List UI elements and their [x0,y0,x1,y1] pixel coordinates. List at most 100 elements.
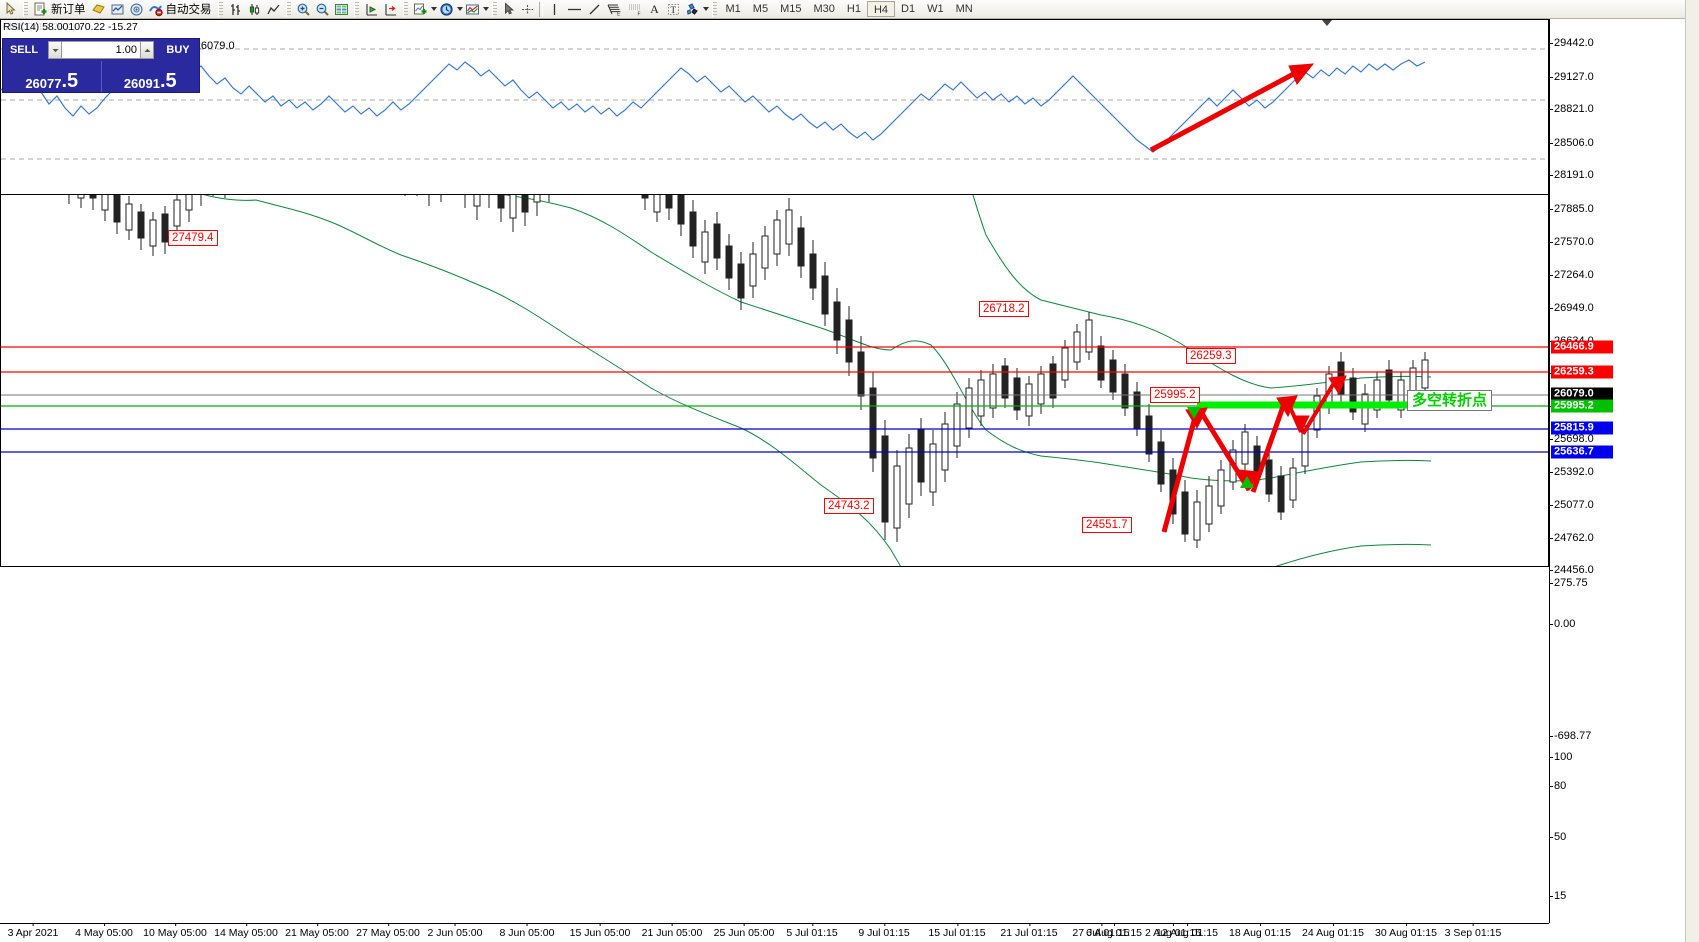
order-panel-top-row: SELL 1.00 BUY [3,39,199,61]
data-window-icon[interactable] [127,1,146,18]
text-label-icon[interactable]: A [650,1,659,16]
sell-price-button[interactable]: 26077.5 [3,61,102,92]
annotation-27479[interactable]: 27479.4 [168,230,218,246]
trendline-icon[interactable] [585,1,604,18]
rsi-tick-100: 100 [1548,751,1573,763]
price-tick-3: 28506.0 [1549,137,1594,149]
price-badge-26466[interactable]: 26466.9 [1551,340,1613,354]
zoom-in-icon[interactable] [294,1,313,18]
volume-decrement-button[interactable] [48,41,62,59]
sell-button-label[interactable]: SELL [9,44,39,56]
timeframe-h1[interactable]: H1 [846,3,861,15]
price-badge-25815[interactable]: 25815.9 [1551,421,1613,435]
expert-advisor-icon[interactable] [89,1,108,18]
price-badge-25995[interactable]: 25995.2 [1551,399,1613,413]
toolbar-grip-2[interactable] [217,1,223,17]
buy-button-label[interactable]: BUY [166,44,190,56]
bar-chart-icon[interactable] [226,1,245,18]
timeframe-mn[interactable]: MN [955,3,973,15]
svg-text:E: E [617,11,621,17]
new-order-icon[interactable]: 新订单 [31,1,89,18]
timeframe-w1[interactable]: W1 [927,3,944,15]
toolbar-grip-7[interactable] [711,1,717,17]
market-watch-icon[interactable] [108,1,127,18]
price-badge-26079-current[interactable]: 26079.0 [1551,387,1613,401]
line-chart-icon[interactable] [264,1,283,18]
price-tick-7: 27264.0 [1549,269,1594,281]
shapes-dropdown-caret[interactable] [702,7,709,11]
chart-shift-end-icon[interactable] [381,1,400,18]
rsi-chart-svg [1,48,1548,160]
timeframe-m15[interactable]: M15 [780,3,802,15]
price-badge-26259[interactable]: 26259.3 [1551,365,1613,379]
annotation-pivot-label-cn[interactable]: 多空转折点 [1407,390,1493,411]
one-click-trading-panel[interactable]: SELL 1.00 BUY 26077.5 26091.5 [2,38,200,93]
indicators-dropdown-caret[interactable] [430,7,437,11]
toolbar-grip-4[interactable] [353,1,359,17]
autotrading-icon[interactable]: 自动交易 [146,1,215,18]
annotation-24551[interactable]: 24551.7 [1082,517,1132,533]
time-label-10: 25 Jun 05:00 [713,923,775,939]
time-label-22: 3 Sep 01:15 [1444,923,1502,939]
time-label-14: 21 Jul 01:15 [1000,923,1058,939]
toolbar-grip-6[interactable] [491,1,497,17]
buy-price-decimal: .5 [159,70,177,92]
volume-stepper[interactable]: 1.00 [48,41,154,59]
macd-tick-bot: -698.77 [1548,730,1592,742]
toolbar-grip[interactable] [23,1,28,17]
price-axis[interactable]: 29442.0 29127.0 28821.0 28506.0 28191.0 … [1548,19,1699,923]
time-axis[interactable]: 3 Apr 2021 4 May 05:00 10 May 05:00 14 M… [0,923,1549,942]
timeframe-m5[interactable]: M5 [752,3,769,15]
timeframe-d1[interactable]: D1 [901,3,916,15]
volume-input[interactable]: 1.00 [62,41,140,59]
fibonacci-icon[interactable]: E [604,1,625,18]
time-label-13: 15 Jul 01:15 [928,923,986,939]
toolbar-grip-3[interactable] [285,1,291,17]
macd-tick-top: 275.75 [1549,577,1588,589]
channel-icon[interactable]: F [625,1,646,18]
order-panel-prices: 26077.5 26091.5 [3,61,199,92]
main-toolbar: 新订单 自动交易 [0,0,1699,19]
zoom-out-icon[interactable] [313,1,332,18]
chart-shift-icon[interactable] [332,1,351,18]
annotation-24743[interactable]: 24743.2 [824,498,874,514]
toolbar-grip-5[interactable] [402,1,408,17]
rsi-pane-label: RSI(14) 58.0010 [3,21,81,33]
shapes-icon[interactable] [683,1,702,18]
price-tick-8: 26949.0 [1549,302,1594,314]
auto-scroll-icon[interactable] [362,1,381,18]
horizontal-line-icon[interactable] [564,1,585,18]
text-box-icon[interactable]: T [664,1,683,18]
price-tick-15: 24762.0 [1549,532,1594,544]
annotation-26259[interactable]: 26259.3 [1186,348,1236,364]
chart-area[interactable]: HK50-,H4 25951.0 26105.5 25928.0 26079.0… [0,19,1699,942]
crosshair-icon[interactable] [518,1,537,18]
time-label-20: 24 Aug 01:15 [1302,923,1364,939]
annotation-25995[interactable]: 25995.2 [1150,387,1200,403]
time-label-3: 14 May 05:00 [214,923,278,939]
svg-text:F: F [637,11,640,17]
timeframe-m30[interactable]: M30 [813,3,835,15]
volume-increment-button[interactable] [140,41,154,59]
indicators-icon[interactable] [411,1,430,18]
price-badge-25636[interactable]: 25636.7 [1551,445,1613,459]
cursor-select-icon[interactable] [500,1,518,18]
templates-dropdown-caret[interactable] [482,7,489,11]
timeframe-h4[interactable]: H4 [866,1,895,17]
timeframe-m1[interactable]: M1 [725,3,741,15]
candle-chart-icon[interactable] [245,1,264,18]
cursor-pointer-icon[interactable] [2,1,20,18]
rsi-tick-80: 80 [1548,780,1567,792]
price-tick-4: 28191.0 [1549,169,1594,181]
svg-text:T: T [670,5,676,15]
chart-scroll-marker-icon[interactable] [1322,20,1332,26]
toolbar-sep-1 [538,1,543,17]
annotation-26718[interactable]: 26718.2 [979,301,1029,317]
periods-dropdown-caret[interactable] [456,7,463,11]
periods-icon[interactable] [437,1,456,18]
vertical-line-icon[interactable] [545,1,564,18]
buy-price-button[interactable]: 26091.5 [102,61,200,92]
templates-icon[interactable] [463,1,482,18]
rsi-pane[interactable]: RSI(14) 58.0010 [0,19,1549,195]
window-right-scrollbar[interactable] [1685,0,1699,942]
